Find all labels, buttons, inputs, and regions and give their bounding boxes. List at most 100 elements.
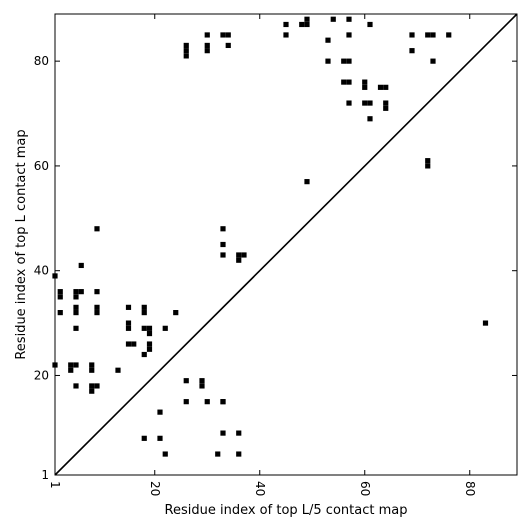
contact-cell-top-l <box>146 330 153 337</box>
contact-cell-top-l <box>304 179 310 185</box>
contact-cell-top-l <box>57 289 63 295</box>
contact-cell-top-l <box>367 21 373 28</box>
diagonal-line <box>54 13 518 476</box>
contact-cell-top-l <box>125 320 132 326</box>
x-tick-label: 80 <box>463 481 477 496</box>
contact-cell-top-l <box>73 383 79 389</box>
contact-cell-top-l <box>94 310 100 316</box>
contact-cell-top-l <box>204 42 210 49</box>
contact-cell-top-l5 <box>220 399 226 405</box>
contact-cell-top-l <box>204 399 210 405</box>
contact-cell-top-l <box>89 367 95 373</box>
contact-cell-top-l <box>94 383 100 389</box>
contact-cell-top-l <box>425 32 431 38</box>
contact-cell-top-l <box>146 325 153 331</box>
contact-cell-top-l5 <box>236 430 242 436</box>
contact-cell-top-l <box>362 84 368 90</box>
contact-cell-top-l <box>89 362 95 368</box>
contact-cell-top-l <box>377 84 384 90</box>
contact-cell-top-l <box>236 252 242 258</box>
contact-cell-top-l <box>94 226 100 232</box>
x-tick-label: 20 <box>148 481 162 496</box>
contact-cell-top-l <box>94 289 100 295</box>
y-axis-label: Residue index of top L contact map <box>14 129 29 359</box>
contact-cell-top-l5 <box>157 409 163 415</box>
y-tick-label: 20 <box>34 368 49 382</box>
contact-cell-top-l <box>220 226 226 232</box>
contact-cell-top-l <box>146 341 153 347</box>
y-tick-label: 60 <box>34 159 49 173</box>
contact-cell-top-l <box>204 32 210 38</box>
x-tick-label: 60 <box>358 481 372 496</box>
contact-cell-top-l <box>73 325 79 331</box>
x-axis-label: Residue index of top L/5 contact map <box>165 503 408 518</box>
contact-cell-top-l <box>73 362 79 368</box>
contact-cell-top-l <box>141 310 147 316</box>
y-tick-label: 1 <box>41 468 49 482</box>
contact-cell-top-l <box>94 304 100 310</box>
contact-cell-top-l <box>346 32 352 38</box>
contact-cell-top-l <box>383 105 389 111</box>
x-tick-label: 40 <box>253 481 267 496</box>
contact-cell-top-l <box>241 252 247 258</box>
contact-marks <box>52 16 489 457</box>
contact-cell-top-l <box>362 79 368 85</box>
contact-cell-top-l <box>346 79 352 85</box>
contact-cell-top-l <box>430 58 436 64</box>
contact-cell-top-l <box>73 304 79 310</box>
contact-cell-top-l <box>199 383 205 389</box>
contact-cell-top-l <box>173 310 179 316</box>
contact-cell-top-l <box>383 84 389 90</box>
contact-cell-top-l <box>299 21 305 28</box>
contact-cell-top-l <box>383 100 389 106</box>
contact-cell-top-l <box>430 32 436 38</box>
contact-cell-top-l <box>57 310 63 316</box>
contact-cell-top-l <box>341 58 347 64</box>
contact-cell-top-l <box>199 378 205 384</box>
contact-cell-top-l <box>409 48 415 54</box>
y-tick-label: 40 <box>34 264 49 278</box>
contact-cell-top-l <box>283 21 289 28</box>
contact-cell-top-l <box>78 289 84 295</box>
contact-cell-top-l5 <box>141 435 147 441</box>
contact-cell-top-l <box>446 32 452 38</box>
contact-cell-top-l <box>330 16 336 22</box>
contact-cell-top-l <box>131 341 137 347</box>
contact-cell-top-l <box>304 16 310 22</box>
contact-cell-top-l <box>68 367 74 373</box>
contact-cell-top-l <box>183 48 189 54</box>
contact-cell-top-l5 <box>482 320 489 326</box>
contact-cell-top-l5 <box>220 430 226 436</box>
contact-cell-top-l <box>183 53 189 59</box>
y-tick-label: 80 <box>34 54 49 68</box>
plot-frame <box>54 13 518 476</box>
contact-cell-top-l <box>146 346 153 352</box>
contact-cell-top-l <box>204 48 210 54</box>
contact-cell-top-l <box>346 100 352 106</box>
y-axis-ticks: 1 20 40 60 80 <box>34 54 517 482</box>
contact-cell-top-l5 <box>162 451 168 457</box>
contact-cell-top-l <box>220 241 226 248</box>
contact-cell-top-l <box>125 341 132 347</box>
contact-cell-top-l <box>367 100 373 106</box>
x-axis-ticks: 1 20 40 60 80 <box>48 14 477 496</box>
contact-cell-top-l <box>78 262 84 269</box>
contact-cell-top-l <box>57 294 63 300</box>
contact-cell-top-l <box>425 158 431 164</box>
contact-cell-top-l5 <box>236 451 242 457</box>
contact-cell-top-l <box>73 310 79 316</box>
contact-cell-top-l <box>304 21 310 28</box>
contact-cell-top-l <box>367 116 373 122</box>
contact-cell-top-l <box>183 399 189 405</box>
contact-cell-top-l <box>325 58 331 64</box>
contact-cell-top-l <box>125 304 132 310</box>
contact-cell-top-l <box>141 325 147 331</box>
contact-cell-top-l <box>89 388 95 394</box>
contact-cell-top-l <box>89 383 95 389</box>
contact-cell-top-l <box>425 163 431 169</box>
contact-cell-top-l <box>283 32 289 38</box>
x-tick-label: 1 <box>48 481 62 489</box>
contact-cell-top-l <box>236 257 242 263</box>
contact-cell-top-l5 <box>157 435 163 441</box>
